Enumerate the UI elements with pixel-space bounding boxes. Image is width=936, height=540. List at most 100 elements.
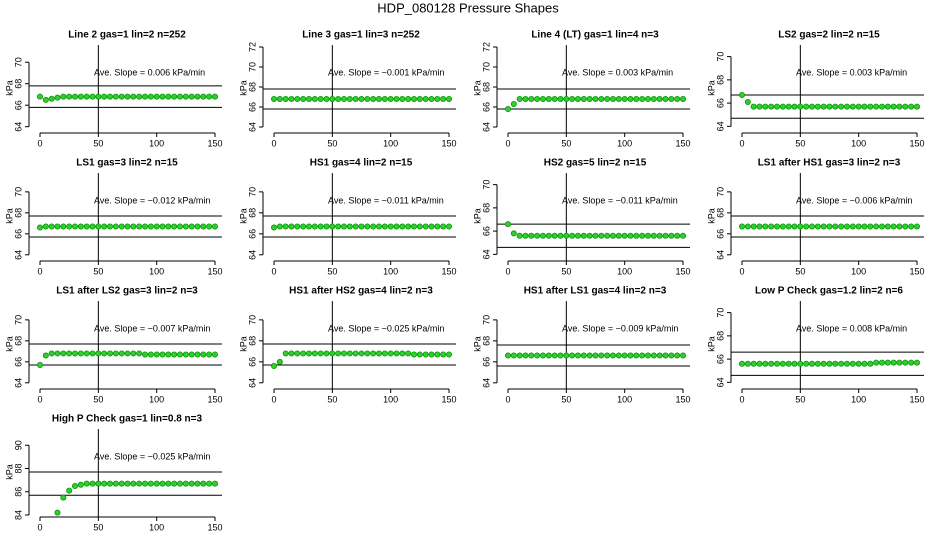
data-point: [323, 96, 330, 103]
data-point: [739, 223, 746, 230]
data-point: [621, 352, 628, 359]
data-point: [141, 480, 148, 487]
data-point: [118, 93, 125, 100]
data-point: [276, 358, 283, 365]
data-point: [797, 103, 804, 110]
slope-annotation: Ave. Slope = 0.003 kPa/min: [562, 67, 673, 77]
data-point: [194, 223, 201, 230]
data-point: [270, 96, 277, 103]
data-point: [171, 351, 178, 358]
data-point: [890, 359, 897, 366]
data-point: [294, 96, 301, 103]
y-tick-label: 66: [481, 226, 491, 236]
data-point: [645, 352, 652, 359]
y-tick-label: 68: [481, 203, 491, 213]
y-axis-label: kPa: [4, 464, 14, 480]
data-point: [680, 96, 687, 103]
x-tick-label: 0: [37, 138, 42, 148]
data-point: [416, 96, 423, 103]
data-point: [118, 223, 125, 230]
data-point: [60, 350, 67, 357]
slope-annotation: Ave. Slope = −0.011 kPa/min: [562, 195, 678, 205]
data-point: [680, 352, 687, 359]
data-point: [645, 232, 652, 239]
data-point: [194, 93, 201, 100]
panel-title: Line 3 gas=1 lin=3 n=252: [302, 30, 420, 41]
data-point: [410, 223, 417, 230]
data-point: [66, 350, 73, 357]
data-point: [592, 232, 599, 239]
data-point: [879, 359, 886, 366]
data-point: [820, 103, 827, 110]
x-tick-label: 100: [383, 138, 398, 148]
data-point: [136, 93, 143, 100]
y-tick-label: 70: [247, 62, 257, 72]
y-tick-label: 68: [481, 336, 491, 346]
data-point: [557, 352, 564, 359]
data-point: [147, 351, 154, 358]
data-point: [580, 96, 587, 103]
data-point: [182, 223, 189, 230]
data-point: [674, 96, 681, 103]
data-point: [662, 96, 669, 103]
x-tick-label: 100: [851, 394, 866, 404]
data-point: [879, 223, 886, 230]
data-point: [791, 360, 798, 367]
panel-title: HS1 gas=4 lin=2 n=15: [310, 158, 413, 169]
data-point: [346, 350, 353, 357]
y-tick-label: 68: [247, 82, 257, 92]
data-point: [826, 360, 833, 367]
x-tick-label: 100: [617, 394, 632, 404]
data-point: [867, 223, 874, 230]
data-point: [393, 350, 400, 357]
data-point: [791, 103, 798, 110]
data-point: [610, 352, 617, 359]
data-point: [399, 223, 406, 230]
data-point: [182, 351, 189, 358]
data-point: [147, 93, 154, 100]
y-tick-label: 66: [13, 229, 23, 239]
data-point: [633, 96, 640, 103]
data-point: [896, 103, 903, 110]
slope-annotation: Ave. Slope = −0.012 kPa/min: [94, 195, 210, 205]
data-point: [375, 223, 382, 230]
y-tick-label: 70: [13, 57, 23, 67]
x-tick-label: 100: [149, 138, 164, 148]
data-point: [504, 352, 511, 359]
data-point: [844, 360, 851, 367]
y-tick-label: 66: [481, 102, 491, 112]
data-point: [72, 93, 79, 100]
data-point: [422, 223, 429, 230]
data-point: [124, 223, 131, 230]
data-point: [159, 223, 166, 230]
data-point: [101, 223, 108, 230]
data-point: [855, 223, 862, 230]
data-point: [136, 480, 143, 487]
data-point: [317, 350, 324, 357]
y-tick-label: 66: [247, 229, 257, 239]
y-tick-label: 64: [247, 378, 257, 388]
y-tick-label: 66: [247, 102, 257, 112]
data-point: [428, 223, 435, 230]
data-point: [270, 224, 277, 231]
data-point: [656, 232, 663, 239]
data-point: [182, 480, 189, 487]
x-tick-label: 100: [149, 394, 164, 404]
data-point: [914, 359, 921, 366]
data-point: [814, 103, 821, 110]
data-point: [294, 350, 301, 357]
data-point: [95, 480, 102, 487]
y-tick-label: 68: [247, 208, 257, 218]
data-point: [130, 223, 137, 230]
panel-title: LS1 after HS1 gas=3 lin=2 n=3: [758, 158, 901, 169]
data-point: [849, 103, 856, 110]
data-point: [95, 350, 102, 357]
y-axis-label: kPa: [4, 336, 14, 352]
data-point: [352, 223, 359, 230]
data-point: [902, 103, 909, 110]
y-axis-label: kPa: [238, 80, 248, 96]
data-point: [329, 350, 336, 357]
data-point: [130, 93, 137, 100]
slope-annotation: Ave. Slope = −0.025 kPa/min: [94, 451, 210, 461]
panel-title: Line 2 gas=1 lin=2 n=252: [68, 30, 186, 41]
